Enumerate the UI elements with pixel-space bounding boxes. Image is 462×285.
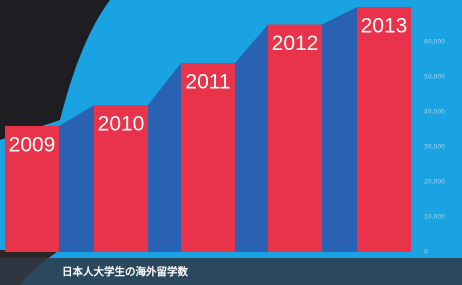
y-tick-label: 30,000 xyxy=(424,144,445,151)
y-tick-label: 10,000 xyxy=(424,214,445,221)
chart: 0 10,000 20,000 30,000 40,000 50,000 60,000 200… xyxy=(0,0,462,285)
y-tick-label: 60,000 xyxy=(424,39,445,46)
chart-title: 日本人大学生の海外留学数 xyxy=(62,265,188,278)
bar xyxy=(268,25,322,253)
bar-year-label: 2013 xyxy=(361,15,408,38)
bar xyxy=(357,7,411,252)
y-tick-label: 40,000 xyxy=(424,109,445,116)
bar-year-label: 2009 xyxy=(9,134,56,157)
bar-year-label: 2010 xyxy=(98,113,145,136)
bar-year-label: 2012 xyxy=(272,32,319,55)
y-tick-label: 0 xyxy=(424,249,428,256)
y-tick-label: 50,000 xyxy=(424,74,445,81)
bar-year-label: 2011 xyxy=(185,71,230,94)
y-tick-label: 20,000 xyxy=(424,179,445,186)
